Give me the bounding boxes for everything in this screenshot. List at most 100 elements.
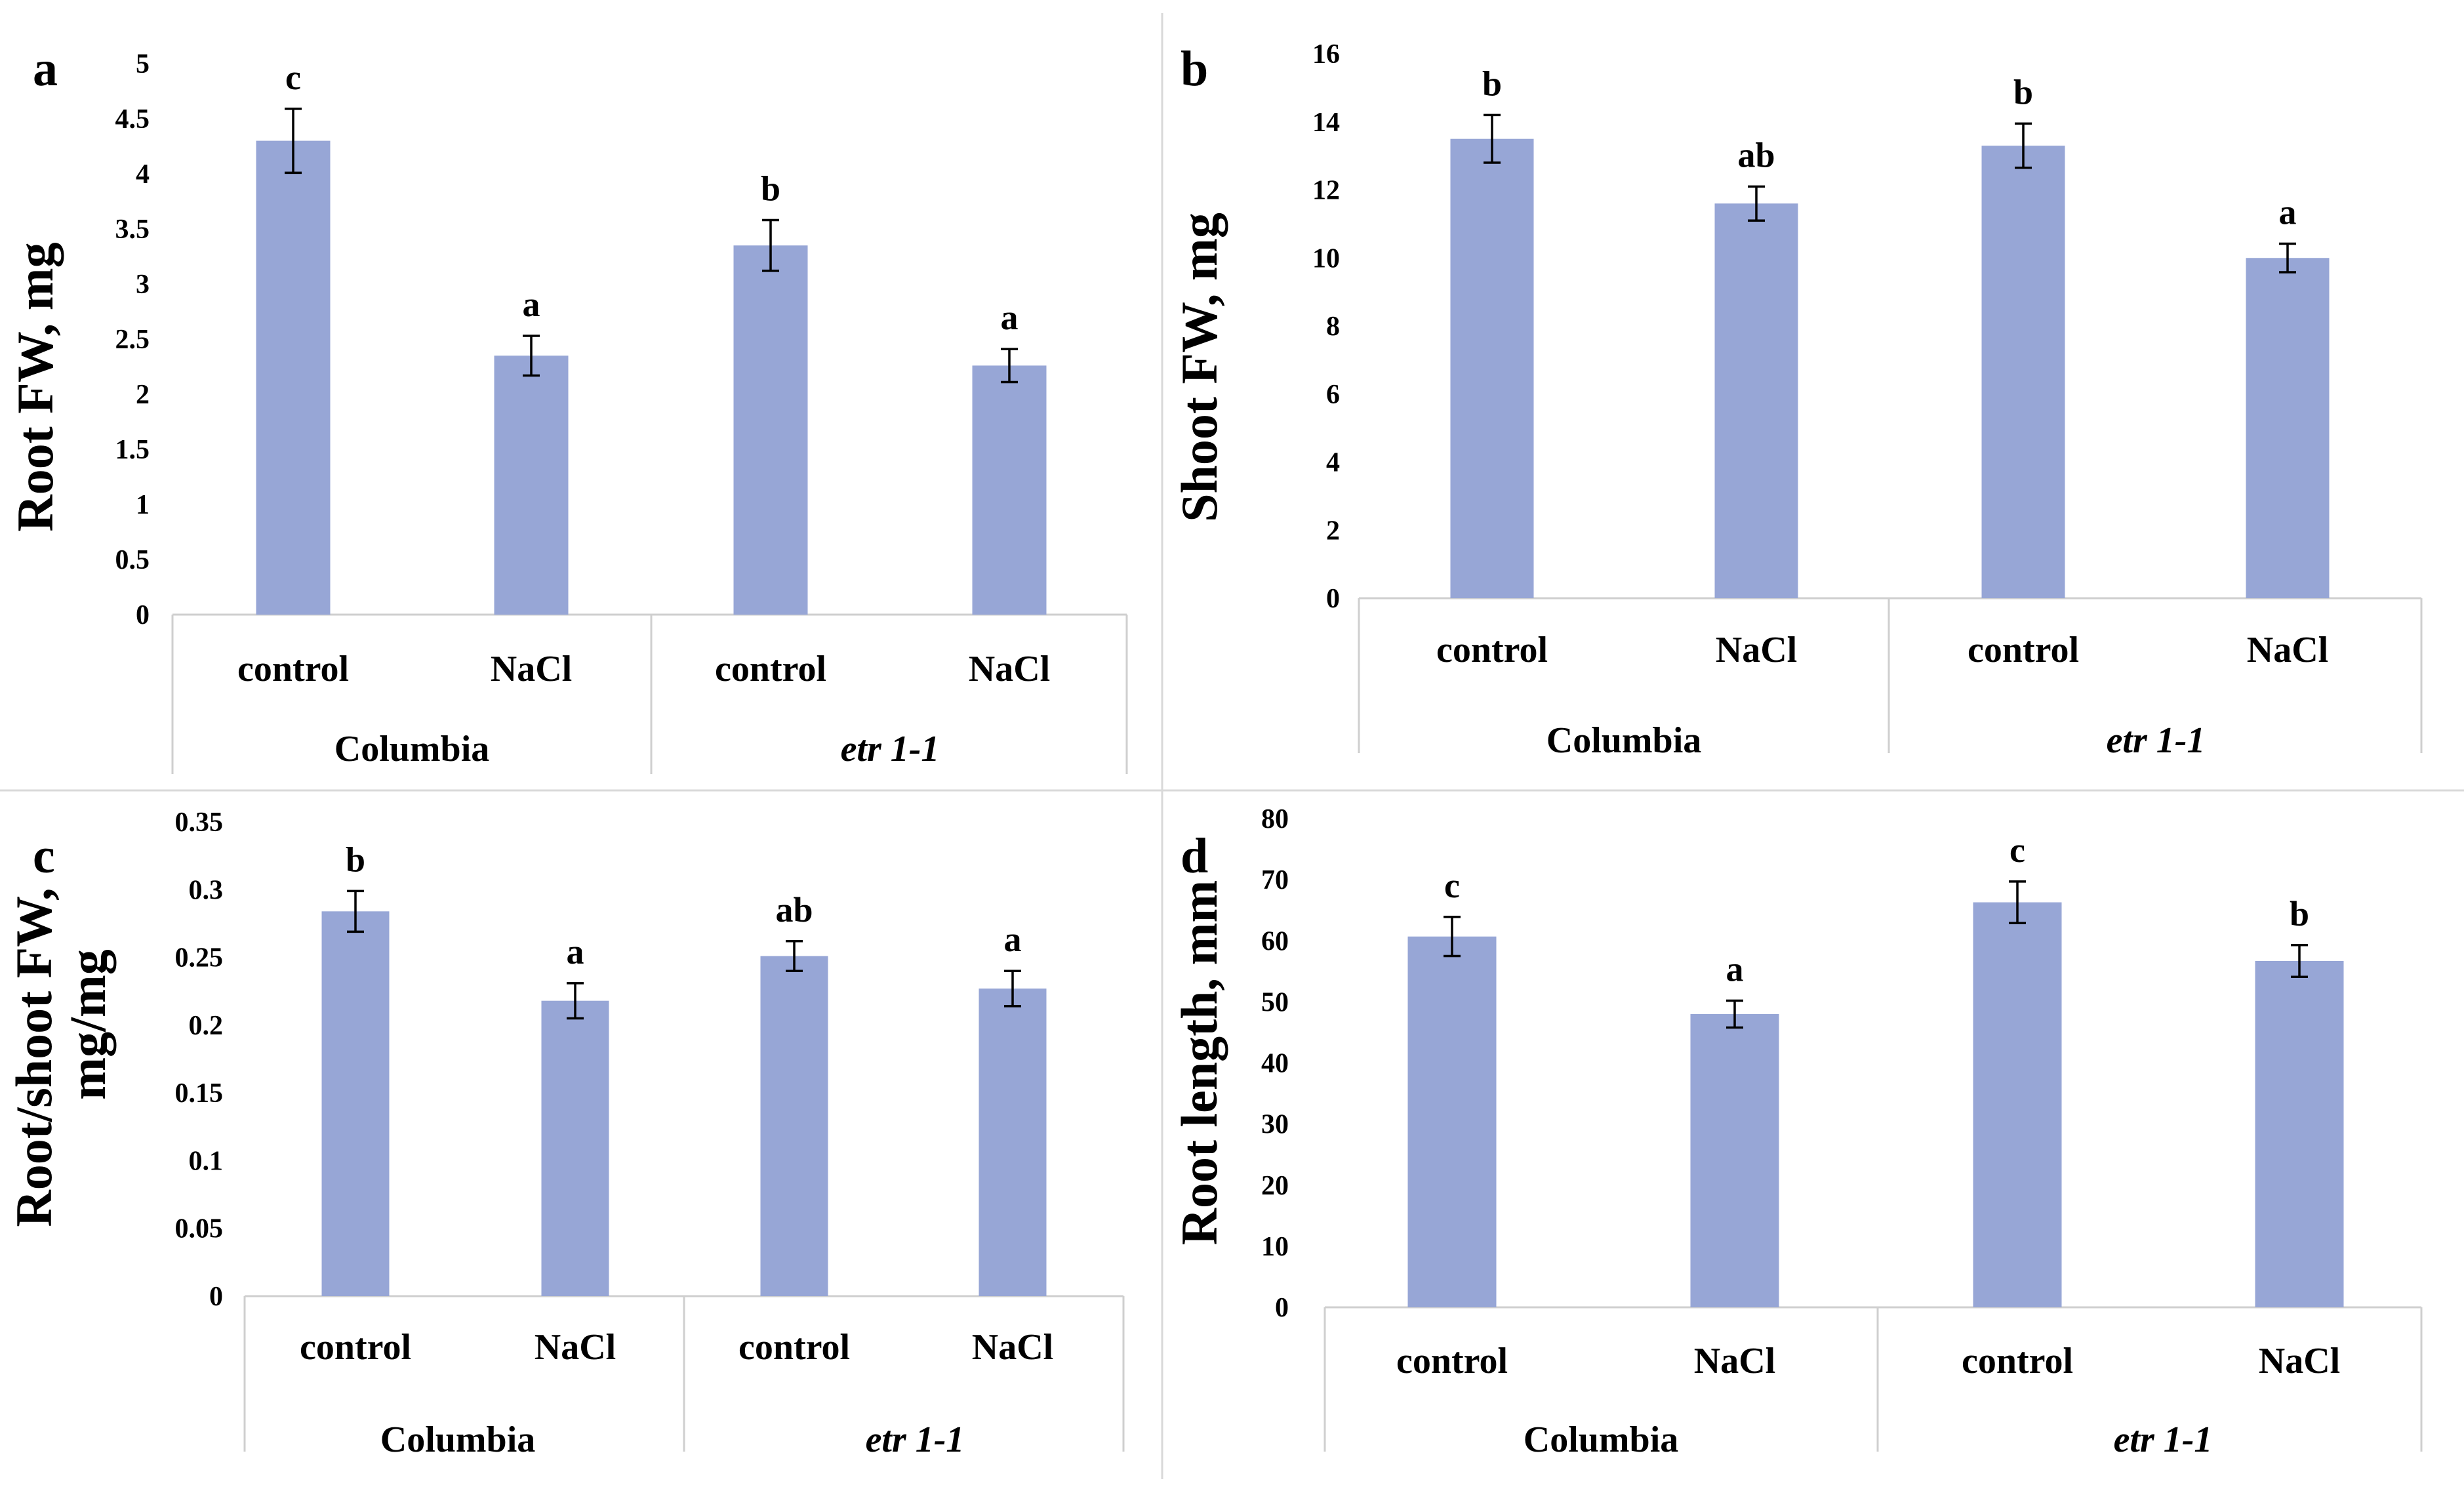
group-label: etr 1-1	[866, 1419, 965, 1460]
bar	[979, 989, 1047, 1296]
y-tick-label: 0	[1275, 1293, 1289, 1323]
y-tick-label: 0.3	[189, 875, 224, 905]
bar	[1690, 1014, 1779, 1307]
significance-label: c	[1444, 866, 1460, 905]
significance-label: a	[1001, 298, 1019, 337]
y-axis-label: Root length, mm	[1171, 880, 1228, 1246]
y-tick-label: 8	[1326, 312, 1340, 342]
x-category-label: NaCl	[535, 1327, 616, 1368]
panel-b: b 0 2 4 6 8 10 12 14 16 b control ab NaCl b control a NaC…	[1171, 39, 2423, 761]
x-category-label: NaCl	[972, 1327, 1053, 1368]
x-category-label: NaCl	[491, 649, 572, 689]
panel-label: b	[1181, 41, 1208, 96]
significance-label: b	[2290, 894, 2309, 933]
x-category-label: control	[1968, 630, 2079, 670]
significance-label: a	[1726, 950, 1744, 989]
significance-label: b	[346, 840, 365, 879]
x-category-label: NaCl	[1694, 1341, 1775, 1381]
bar	[494, 356, 569, 615]
significance-label: b	[1482, 64, 1502, 103]
y-tick-label: 4.5	[115, 104, 150, 134]
bar	[1973, 902, 2062, 1307]
group-label: Columbia	[1546, 720, 1702, 761]
y-tick-label: 16	[1312, 39, 1340, 70]
significance-label: ab	[775, 890, 813, 929]
bar	[541, 1000, 609, 1296]
bar	[2246, 258, 2330, 598]
y-tick-label: 5	[136, 49, 150, 79]
panel-label: c	[33, 828, 55, 884]
x-category-label: control	[300, 1327, 411, 1368]
group-label: etr 1-1	[841, 729, 940, 769]
y-tick-label: 0	[136, 600, 150, 630]
y-tick-label: 3.5	[115, 214, 150, 245]
x-category-label: NaCl	[2259, 1341, 2340, 1381]
x-category-label: control	[237, 649, 349, 689]
y-tick-label: 0.15	[175, 1078, 224, 1109]
y-tick-label: 80	[1261, 804, 1289, 834]
y-tick-label: 0.2	[189, 1011, 224, 1041]
panel-d: d 0 10 20 30 40 50 60 70 80 c control a NaCl c control b…	[1171, 804, 2423, 1460]
significance-label: a	[567, 932, 584, 971]
y-tick-label: 2	[136, 380, 150, 410]
y-tick-label: 20	[1261, 1171, 1289, 1201]
y-tick-label: 14	[1312, 108, 1340, 138]
y-tick-label: 0	[209, 1282, 223, 1312]
group-label: Columbia	[380, 1419, 536, 1460]
y-tick-label: 0.5	[115, 545, 150, 575]
group-label: etr 1-1	[2107, 720, 2206, 761]
y-tick-label: 4	[136, 159, 150, 190]
bar	[2255, 960, 2344, 1307]
bar	[321, 911, 390, 1296]
y-axis-label: Root/shoot FW,	[5, 887, 62, 1227]
y-tick-label: 0.05	[175, 1214, 224, 1244]
bar	[256, 140, 331, 615]
x-category-label: control	[738, 1327, 850, 1368]
y-tick-label: 60	[1261, 926, 1289, 956]
panel-label: d	[1181, 828, 1208, 884]
panels: a 0 0.5 1 1.5 2 2.5 3 3.5 4 4.5 5 c control a NaCl b cont…	[5, 39, 2423, 1460]
y-tick-label: 12	[1312, 176, 1340, 206]
x-category-label: NaCl	[2247, 630, 2328, 670]
y-tick-label: 10	[1312, 243, 1340, 274]
y-tick-label: 3	[136, 270, 150, 300]
panel-label: a	[33, 41, 58, 96]
significance-label: c	[2010, 830, 2025, 870]
significance-label: b	[761, 169, 780, 209]
y-tick-label: 6	[1326, 380, 1340, 410]
bar	[760, 956, 828, 1296]
y-axis-label-unit: mg/mg	[59, 949, 116, 1100]
x-category-label: control	[715, 649, 826, 689]
y-axis-label: Shoot FW, mg	[1171, 213, 1228, 522]
y-tick-label: 1.5	[115, 435, 150, 465]
y-axis-label: Root FW, mg	[7, 242, 64, 531]
x-category-label: control	[1962, 1341, 2073, 1381]
y-tick-label: 30	[1261, 1110, 1289, 1140]
significance-label: ab	[1737, 135, 1775, 174]
bar	[1407, 936, 1497, 1307]
bar	[1981, 146, 2065, 598]
bar	[733, 245, 808, 615]
y-tick-label: 50	[1261, 987, 1289, 1017]
y-tick-label: 2	[1326, 516, 1340, 546]
x-category-label: NaCl	[1716, 630, 1797, 670]
x-category-label: control	[1436, 630, 1548, 670]
y-tick-label: 2.5	[115, 325, 150, 355]
panel-a: a 0 0.5 1 1.5 2 2.5 3 3.5 4 4.5 5 c control a NaCl b cont…	[7, 41, 1128, 774]
x-category-label: control	[1396, 1341, 1508, 1381]
y-tick-label: 0.35	[175, 807, 224, 838]
x-category-label: NaCl	[969, 649, 1050, 689]
panel-c: c 0 0.05 0.1 0.15 0.2 0.25 0.3 0.35 b control a NaCl…	[5, 807, 1125, 1460]
group-label: Columbia	[1524, 1419, 1679, 1460]
bar	[1714, 203, 1798, 598]
bar	[972, 365, 1047, 615]
significance-label: a	[1004, 920, 1022, 959]
bar	[1450, 138, 1534, 598]
y-tick-label: 10	[1261, 1232, 1289, 1262]
significance-label: a	[523, 285, 540, 324]
y-tick-label: 0	[1326, 584, 1340, 614]
significance-label: b	[2013, 72, 2033, 112]
group-label: etr 1-1	[2114, 1419, 2213, 1460]
y-tick-label: 1	[136, 490, 150, 520]
